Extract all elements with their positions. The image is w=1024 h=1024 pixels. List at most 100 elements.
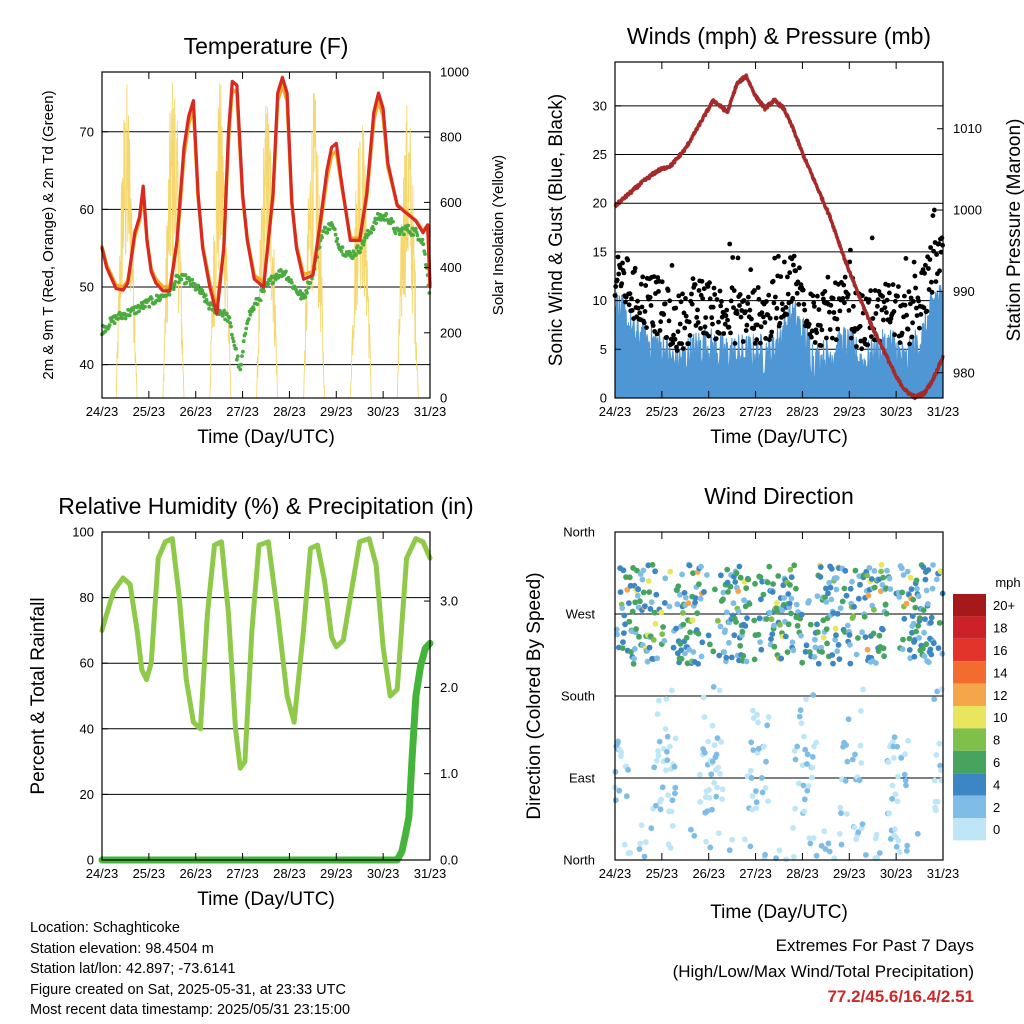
direction-point	[790, 853, 797, 860]
gust-point	[802, 307, 808, 313]
gust-point	[707, 296, 713, 302]
dewpoint-point	[171, 287, 176, 292]
gust-point	[909, 334, 915, 340]
x-tick-label: 24/23	[599, 866, 632, 881]
direction-series	[612, 561, 946, 863]
gust-point	[891, 309, 897, 314]
y-right-axis-label: Station Pressure (Maroon)	[1004, 119, 1024, 342]
direction-point	[639, 576, 646, 583]
direction-point	[845, 716, 852, 723]
x-axis-label: Time (Day/UTC)	[197, 427, 335, 448]
precip-line	[98, 639, 434, 864]
direction-point	[640, 589, 647, 596]
direction-point	[646, 644, 653, 651]
direction-point	[922, 576, 929, 583]
direction-point	[836, 830, 843, 837]
gust-point	[845, 292, 851, 297]
direction-point	[791, 562, 798, 569]
gust-point	[767, 315, 773, 321]
dewpoint-point	[231, 339, 236, 344]
direction-point	[726, 639, 732, 646]
direction-point	[878, 568, 884, 575]
direction-point	[823, 599, 830, 605]
direction-point	[792, 805, 798, 812]
direction-point	[903, 600, 910, 607]
dewpoint-point	[227, 315, 232, 320]
y-right-tick-label: 1010	[953, 121, 982, 136]
direction-point	[787, 566, 794, 573]
direction-point	[680, 610, 686, 616]
gust-point	[668, 336, 674, 342]
gust-point	[703, 315, 709, 320]
gust-point	[738, 314, 744, 320]
y-tick-label: 40	[80, 357, 94, 372]
gust-point	[921, 305, 927, 311]
direction-point	[748, 775, 755, 781]
gust-point	[899, 330, 905, 336]
direction-point	[644, 658, 651, 665]
direction-point	[730, 600, 737, 607]
direction-point	[864, 572, 871, 579]
direction-point	[850, 613, 857, 620]
gust-point	[893, 298, 898, 304]
direction-point	[766, 563, 773, 570]
direction-point	[634, 592, 641, 599]
gust-point	[896, 284, 901, 289]
direction-point	[692, 595, 699, 601]
direction-point	[755, 719, 761, 726]
direction-point	[711, 779, 717, 786]
y-right-tick-label: 800	[440, 130, 462, 145]
direction-point	[923, 587, 930, 594]
gust-point	[730, 255, 736, 260]
gust-point	[782, 259, 787, 265]
colorbar-swatch	[953, 661, 986, 684]
dewpoint-point	[234, 346, 239, 351]
gust-point	[800, 287, 806, 293]
colorbar-label: 10	[993, 710, 1007, 725]
direction-point	[778, 655, 785, 662]
gust-point	[842, 274, 848, 280]
direction-point	[769, 589, 776, 595]
gust-point	[809, 328, 815, 334]
direction-point	[685, 600, 692, 606]
direction-point	[694, 610, 701, 617]
x-tick-label: 28/23	[273, 866, 306, 881]
direction-point	[837, 804, 844, 811]
x-tick-label: 28/23	[786, 866, 819, 881]
gust-point	[938, 249, 944, 255]
gust-point	[716, 330, 722, 336]
direction-point	[714, 784, 720, 791]
gust-point	[926, 266, 931, 271]
direction-point	[660, 624, 666, 630]
direction-point	[858, 760, 865, 766]
gust-point	[710, 321, 715, 327]
gust-point	[827, 309, 832, 315]
direction-point	[885, 759, 892, 766]
direction-point	[825, 590, 831, 597]
direction-point	[626, 618, 633, 625]
direction-point	[658, 609, 665, 616]
direction-point	[853, 651, 860, 658]
direction-point	[631, 646, 638, 652]
dewpoint-point	[235, 357, 239, 362]
direction-point	[798, 632, 804, 639]
direction-point	[697, 799, 704, 805]
gust-point	[662, 301, 668, 307]
direction-point	[748, 739, 755, 746]
y-right-tick-label: 990	[953, 284, 975, 299]
gust-point	[632, 265, 638, 271]
direction-point	[758, 775, 765, 781]
gust-point	[791, 262, 796, 268]
dewpoint-point	[210, 307, 215, 312]
direction-point	[878, 561, 885, 568]
direction-point	[696, 771, 703, 778]
direction-point	[923, 641, 930, 648]
direction-point	[779, 607, 786, 614]
direction-point	[691, 832, 698, 839]
colorbar-swatch	[953, 773, 986, 796]
y-right-tick-label: 400	[440, 260, 462, 275]
gust-point	[811, 300, 817, 306]
dewpoint-point	[241, 339, 246, 344]
direction-point	[776, 847, 783, 854]
direction-point	[626, 574, 633, 581]
